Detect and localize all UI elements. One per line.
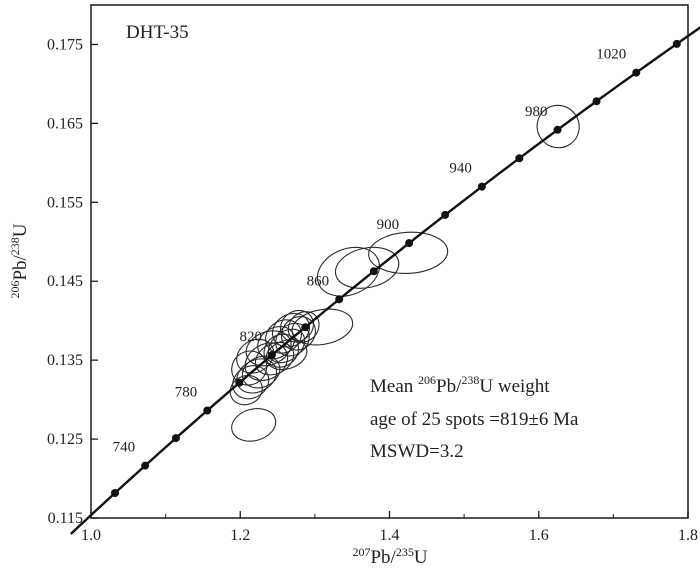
- error-ellipse-2: [229, 374, 263, 406]
- x-tick-label-3: 1.6: [529, 527, 549, 544]
- x-tick-label-0: 1.0: [81, 527, 101, 544]
- concordia-label-820: 820: [239, 329, 262, 345]
- error-ellipse-23: [334, 246, 400, 289]
- error-ellipse-3: [232, 365, 270, 400]
- concordia-label-900: 900: [377, 217, 400, 233]
- x-tick-label-1: 1.2: [230, 527, 250, 544]
- error-ellipse-1: [231, 408, 277, 442]
- concordia-label-780: 780: [175, 384, 198, 400]
- error-ellipse-22: [316, 246, 380, 297]
- error-ellipse-24: [368, 231, 449, 274]
- concordia-dot-740: [141, 461, 150, 470]
- x-axis-title: 207Pb/235U: [352, 545, 427, 568]
- concordia-curve: [70, 26, 700, 535]
- concordia-dot-860: [335, 295, 344, 304]
- concordia-dot-980: [553, 125, 562, 134]
- annotation-line-2: age of 25 spots =819±6 Ma: [370, 409, 579, 430]
- error-ellipse-25: [536, 104, 580, 149]
- concordia-dot-840: [301, 323, 310, 332]
- sample-label: DHT-35: [126, 22, 189, 43]
- y-tick-label-1: 0.125: [47, 431, 83, 448]
- concordia-label-740: 740: [113, 440, 136, 456]
- annotation-line-3: MSWD=3.2: [370, 441, 464, 462]
- concordia-dot-760: [171, 434, 180, 443]
- concordia-dot-880: [369, 267, 378, 276]
- concordia-dot-960: [515, 154, 524, 163]
- concordia-dot-1020: [632, 68, 641, 77]
- y-tick-label-2: 0.135: [47, 352, 83, 369]
- concordia-label-940: 940: [449, 161, 472, 177]
- concordia-label-860: 860: [307, 273, 330, 289]
- y-tick-label-0: 0.115: [48, 510, 83, 527]
- error-ellipse-5: [231, 350, 268, 386]
- error-ellipse-16: [271, 312, 311, 348]
- annotation-line-1: Mean 206Pb/238U weight: [370, 373, 550, 397]
- y-tick-label-4: 0.155: [47, 194, 83, 211]
- error-ellipse-18: [279, 309, 315, 343]
- mean-age-annotation: Mean 206Pb/238U weight age of 25 spots =…: [370, 373, 579, 462]
- error-ellipse-21: [291, 308, 354, 346]
- y-axis-title: 206Pb/238U: [8, 223, 31, 298]
- concordia-dot-820: [267, 351, 276, 360]
- concordia-dot-940: [477, 182, 486, 191]
- y-tick-label-6: 0.175: [47, 36, 83, 53]
- concordia-dot-900: [405, 239, 414, 248]
- x-tick-label-2: 1.4: [380, 527, 400, 544]
- error-ellipse-8: [236, 338, 275, 374]
- x-tick-label-4: 1.8: [678, 527, 698, 544]
- concordia-dot-920: [441, 210, 450, 219]
- concordia-dot-800: [235, 378, 244, 387]
- concordia-dot-780: [203, 406, 212, 415]
- concordia-label-1020: 1020: [596, 47, 626, 63]
- x-axis-ticks: 1.0 1.2 1.4 1.6 1.8: [81, 511, 698, 544]
- y-tick-label-3: 0.145: [47, 273, 83, 290]
- concordia-label-980: 980: [525, 104, 548, 120]
- y-tick-label-5: 0.165: [47, 115, 83, 132]
- concordia-dot-1000: [592, 97, 601, 106]
- y-axis-ticks: 0.115 0.125 0.135 0.145 0.155 0.165 0.175: [47, 36, 98, 527]
- concordia-dot-720: [110, 489, 119, 498]
- concordia-age-labels: 740 780 820 860 900 940 980 1020: [113, 47, 627, 456]
- concordia-dot-1040: [672, 39, 681, 48]
- concordia-age-points: [110, 39, 681, 498]
